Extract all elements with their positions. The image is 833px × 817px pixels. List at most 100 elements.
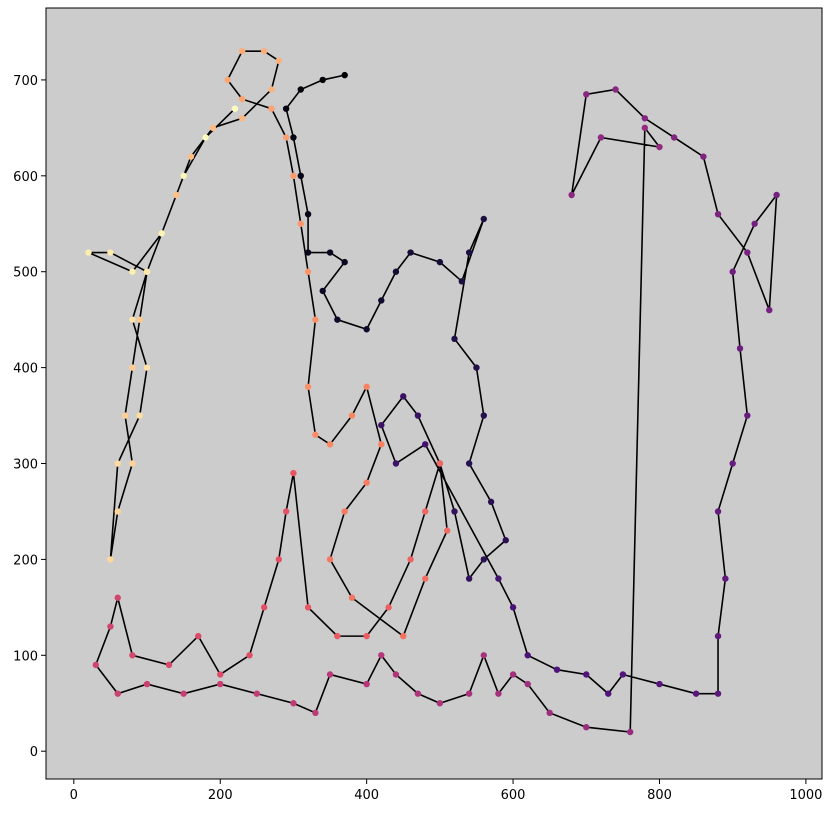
point [143,364,151,371]
point [165,661,173,669]
point [114,460,121,467]
point [641,115,649,122]
point [246,652,253,659]
point [583,724,590,731]
point [465,575,473,582]
point [114,690,121,697]
point [583,671,590,678]
point [129,316,136,323]
point [378,421,385,429]
point [319,76,326,84]
point [480,412,487,419]
point [465,249,473,256]
point [546,709,553,717]
point [158,230,165,237]
point [341,508,348,515]
point [217,680,224,688]
point [341,258,348,266]
point [92,661,99,669]
point [378,652,385,659]
point [297,86,304,93]
point [260,604,268,611]
point [729,460,736,467]
point [692,690,700,697]
point [392,460,400,467]
point [363,383,370,390]
point [473,364,480,371]
point [136,316,143,323]
point [392,671,400,678]
point [282,105,290,112]
point [143,268,151,275]
point [363,632,370,640]
point [400,632,407,640]
point [129,364,136,371]
point [290,700,297,707]
point [173,191,180,199]
point [238,95,246,103]
point [202,134,209,141]
point [312,709,319,717]
point [670,134,678,141]
point [495,575,502,582]
point [275,556,282,563]
point [304,210,312,218]
point [451,508,458,515]
point [436,700,444,707]
y-tick-label: 700 [13,74,38,89]
point [238,47,246,55]
point [304,383,312,390]
point [495,690,502,697]
point [304,604,312,611]
point [714,508,722,515]
y-tick-label: 100 [13,649,38,664]
point [231,105,239,112]
point [744,412,751,419]
point [714,210,722,218]
point [392,268,400,275]
point [443,527,451,534]
point [422,508,429,515]
point [312,316,319,323]
x-tick-label: 800 [647,788,672,803]
point [275,57,282,64]
point [341,71,348,79]
point [465,690,473,697]
point [114,594,121,601]
point [326,556,334,563]
x-tick-label: 600 [501,788,526,803]
point [458,278,466,285]
point [407,249,414,256]
point [107,249,114,256]
point [407,556,414,563]
point [656,680,663,688]
point [85,249,92,256]
point [334,632,341,640]
point [290,134,297,141]
point [326,441,334,448]
point [480,215,487,223]
point [436,258,444,266]
point [751,220,758,227]
y-tick-label: 200 [13,553,38,568]
point [553,666,561,673]
point [187,153,195,160]
point [597,134,605,141]
point [605,690,612,697]
point [480,556,487,563]
point [129,460,136,467]
point [436,460,444,467]
x-tick-label: 1000 [789,788,822,803]
point [385,604,392,611]
point [290,172,297,180]
x-tick-label: 0 [70,788,78,803]
y-tick-label: 500 [13,266,38,281]
point [114,508,121,515]
y-tick-label: 0 [30,745,38,760]
point [414,412,422,419]
point [348,412,356,419]
plot-frame [45,7,823,780]
point [282,134,290,141]
x-tick-label: 400 [354,788,379,803]
